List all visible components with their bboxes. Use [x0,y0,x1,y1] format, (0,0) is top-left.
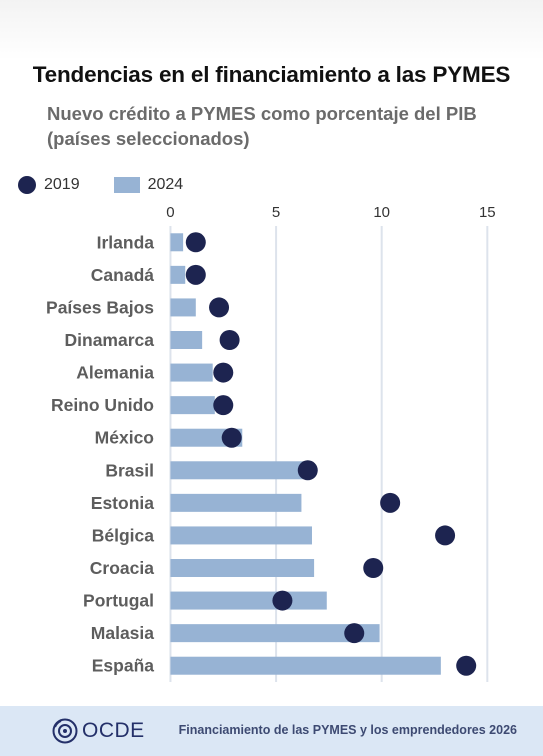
dot-2019 [213,395,234,416]
bar-2024 [170,396,215,415]
bar-2024 [170,298,196,317]
bar-2024 [170,331,203,349]
legend-dot-icon [18,176,36,194]
top-background [0,0,543,60]
oecd-globe-icon [52,718,78,744]
legend-label-2019: 2019 [44,176,80,193]
bar-2024 [170,526,312,545]
x-tick-label: 15 [479,204,496,221]
bar-2024 [170,559,315,577]
source-text: Financiamiento de las PYMES y los empren… [178,723,517,737]
dot-2019 [185,232,206,253]
dot-2019 [435,525,456,546]
category-label: Croacia [90,558,154,578]
logo-text: OCDE [82,719,145,742]
category-label: Bélgica [92,525,155,545]
dot-2019 [344,623,365,644]
legend-bar-icon [113,177,140,193]
x-tick-label: 0 [166,204,174,221]
subtitle-line-1: Nuevo crédito a PYMES como porcentaje de… [47,103,477,124]
bar-2024 [170,265,186,284]
x-tick-label: 10 [373,204,390,221]
footer: OCDE Financiamiento de las PYMES y los e… [0,706,543,756]
bar-2024 [170,591,327,610]
bar-2024 [170,461,308,480]
dot-2019 [363,558,384,578]
category-label: Dinamarca [65,330,155,350]
bar-2024 [170,624,380,643]
bar-2024 [170,656,441,675]
category-label: Irlanda [97,232,155,252]
dot-2019 [272,590,293,611]
oecd-logo: OCDE [52,718,145,744]
dot-2019 [221,427,242,448]
bar-2024 [170,233,184,252]
category-label: España [92,656,155,676]
category-label: Reino Unido [51,395,154,415]
bar-2024 [170,363,213,382]
dot-2019 [209,297,230,318]
category-label: Alemania [76,363,154,383]
bar-2024 [170,493,302,512]
category-label: Canadá [91,265,154,285]
chart-title: Tendencias en el financiamiento a las PY… [32,62,511,87]
subtitle-line-2: (países seleccionados) [47,128,250,149]
category-label: México [95,428,154,448]
category-label: Estonia [91,493,154,513]
dot-2019 [456,655,477,676]
chart-subtitle: Nuevo crédito a PYMES como porcentaje de… [47,101,517,151]
legend: 2019 2024 [18,173,183,197]
category-label: Portugal [83,591,154,611]
bar-chart: 0 5 10 15 Irlanda Canadá Países Bajos Dinamarca… [46,204,496,682]
dot-2019 [297,460,318,481]
dot-2019 [185,264,206,285]
dot-2019 [213,362,234,383]
x-tick-label: 5 [272,204,280,221]
category-label: Brasil [105,460,154,480]
dot-2019 [380,492,401,513]
category-label: Malasia [91,623,154,643]
legend-label-2024: 2024 [147,176,184,193]
dot-2019 [219,330,240,350]
category-label: Países Bajos [46,297,154,317]
